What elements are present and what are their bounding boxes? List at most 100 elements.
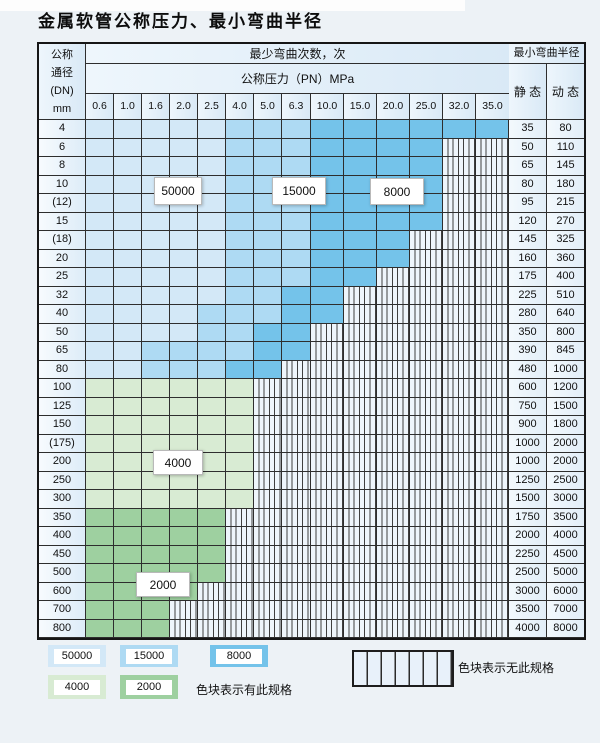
- dn-cell: 450: [39, 545, 86, 564]
- spec-cell: [344, 379, 377, 398]
- spec-cell: [142, 138, 170, 157]
- spec-cell: [476, 286, 509, 305]
- spec-cell: [282, 508, 311, 527]
- spec-cell: [170, 545, 198, 564]
- spec-cell: [198, 453, 226, 472]
- table-row-dn-4: 4 35 80: [39, 120, 584, 139]
- dynamic-column-header: 动 态: [547, 64, 584, 120]
- spec-cell: [142, 157, 170, 176]
- dn-header-line: (DN): [50, 84, 74, 97]
- spec-cell: [198, 471, 226, 490]
- dynamic-radius-cell: 1200: [547, 379, 584, 398]
- table-row-dn-200: 200 1000 2000: [39, 453, 584, 472]
- table-row-dn-100: 100 600 1200: [39, 379, 584, 398]
- spec-cell: [282, 564, 311, 583]
- spec-cell: [282, 157, 311, 176]
- spec-cell: [198, 157, 226, 176]
- spec-cell: [114, 397, 142, 416]
- dynamic-radius-cell: 215: [547, 194, 584, 213]
- spec-cell: [170, 360, 198, 379]
- static-radius-cell: 390: [509, 342, 547, 361]
- spec-cell: [410, 471, 443, 490]
- spec-cell: [86, 323, 114, 342]
- spec-cell: [410, 545, 443, 564]
- table-row-dn-700: 700 3500 7000: [39, 601, 584, 620]
- pressure-header-6.3: 6.3: [282, 94, 311, 120]
- pressure-header-35.0: 35.0: [476, 94, 509, 120]
- spec-cell: [114, 194, 142, 213]
- dn-header-line: mm: [52, 102, 72, 115]
- spec-cell: [311, 120, 344, 139]
- spec-cell: [344, 342, 377, 361]
- spec-cell: [114, 342, 142, 361]
- spec-cell: [86, 527, 114, 546]
- pressure-header-15.0: 15.0: [344, 94, 377, 120]
- table-row-dn-125: 125 750 1500: [39, 397, 584, 416]
- static-radius-cell: 80: [509, 175, 547, 194]
- spec-cell: [476, 601, 509, 620]
- spec-cell: [254, 286, 282, 305]
- spec-cell: [344, 286, 377, 305]
- table-row-dn-50: 50 350 800: [39, 323, 584, 342]
- dynamic-radius-cell: 510: [547, 286, 584, 305]
- spec-cell: [410, 527, 443, 546]
- legend-swatch-label: 2000: [126, 679, 172, 695]
- spec-cell: [344, 508, 377, 527]
- spec-cell: [142, 212, 170, 231]
- spec-cell: [170, 342, 198, 361]
- static-radius-cell: 35: [509, 120, 547, 139]
- spec-cell: [282, 138, 311, 157]
- spec-cell: [476, 416, 509, 435]
- spec-cell: [377, 434, 410, 453]
- pressure-bend-table: 公称 通径 (DN) mm 最少弯曲次数，次 最小弯曲半径 公称压力（PN）MPa 0…: [37, 42, 586, 640]
- spec-cell: [443, 194, 476, 213]
- spec-cell: [410, 564, 443, 583]
- spec-cell: [476, 138, 509, 157]
- dynamic-radius-cell: 360: [547, 249, 584, 268]
- spec-cell: [377, 212, 410, 231]
- spec-cell: [198, 342, 226, 361]
- static-radius-cell: 750: [509, 397, 547, 416]
- spec-cell: [226, 490, 254, 509]
- spec-cell: [114, 157, 142, 176]
- spec-cell: [443, 582, 476, 601]
- spec-cell: [170, 508, 198, 527]
- spec-cell: [410, 416, 443, 435]
- spec-cell: [86, 379, 114, 398]
- spec-cell: [410, 249, 443, 268]
- spec-cell: [344, 323, 377, 342]
- dynamic-radius-cell: 800: [547, 323, 584, 342]
- spec-cell: [282, 212, 311, 231]
- spec-cell: [377, 157, 410, 176]
- spec-cell: [114, 416, 142, 435]
- spec-cell: [114, 434, 142, 453]
- spec-cell: [344, 120, 377, 139]
- spec-cell: [377, 379, 410, 398]
- spec-cell: [114, 360, 142, 379]
- spec-cell: [344, 157, 377, 176]
- spec-cell: [443, 268, 476, 287]
- spec-cell: [476, 397, 509, 416]
- spec-cell: [443, 212, 476, 231]
- spec-cell: [344, 453, 377, 472]
- spec-cell: [311, 416, 344, 435]
- static-radius-cell: 65: [509, 157, 547, 176]
- spec-cell: [170, 120, 198, 139]
- spec-cell: [282, 416, 311, 435]
- spec-cell: [344, 305, 377, 324]
- spec-cell: [226, 342, 254, 361]
- dn-cell: 350: [39, 508, 86, 527]
- spec-cell: [377, 619, 410, 638]
- static-radius-cell: 1500: [509, 490, 547, 509]
- spec-cell: [114, 379, 142, 398]
- pressure-header-20.0: 20.0: [377, 94, 410, 120]
- static-radius-cell: 1000: [509, 434, 547, 453]
- static-radius-cell: 900: [509, 416, 547, 435]
- spec-cell: [377, 268, 410, 287]
- spec-cell: [226, 360, 254, 379]
- spec-cell: [142, 490, 170, 509]
- spec-cell: [86, 120, 114, 139]
- spec-cell: [476, 120, 509, 139]
- spec-cell: [410, 453, 443, 472]
- spec-cell: [226, 434, 254, 453]
